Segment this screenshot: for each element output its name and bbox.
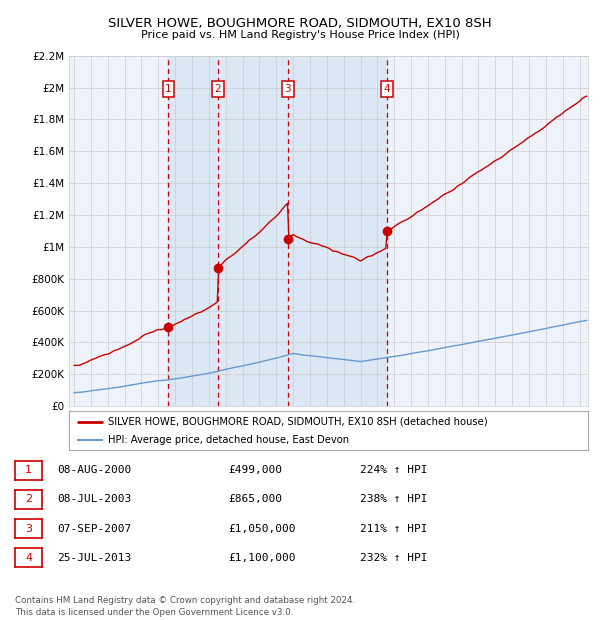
Text: 3: 3 <box>25 523 32 534</box>
Text: 211% ↑ HPI: 211% ↑ HPI <box>360 523 427 534</box>
Text: 2: 2 <box>214 84 221 94</box>
Text: 1: 1 <box>165 84 172 94</box>
Text: £865,000: £865,000 <box>228 494 282 505</box>
Text: 4: 4 <box>383 84 390 94</box>
Text: 224% ↑ HPI: 224% ↑ HPI <box>360 465 427 476</box>
Text: £1,050,000: £1,050,000 <box>228 523 296 534</box>
Text: 3: 3 <box>284 84 291 94</box>
Text: Contains HM Land Registry data © Crown copyright and database right 2024.
This d: Contains HM Land Registry data © Crown c… <box>15 596 355 617</box>
Text: 2: 2 <box>25 494 32 505</box>
Text: £499,000: £499,000 <box>228 465 282 476</box>
Text: 1: 1 <box>25 465 32 476</box>
Text: 08-JUL-2003: 08-JUL-2003 <box>57 494 131 505</box>
Text: 25-JUL-2013: 25-JUL-2013 <box>57 552 131 563</box>
Text: 08-AUG-2000: 08-AUG-2000 <box>57 465 131 476</box>
Text: 238% ↑ HPI: 238% ↑ HPI <box>360 494 427 505</box>
Bar <box>169 56 387 406</box>
Text: SILVER HOWE, BOUGHMORE ROAD, SIDMOUTH, EX10 8SH (detached house): SILVER HOWE, BOUGHMORE ROAD, SIDMOUTH, E… <box>108 417 488 427</box>
Text: HPI: Average price, detached house, East Devon: HPI: Average price, detached house, East… <box>108 435 349 445</box>
Text: Price paid vs. HM Land Registry's House Price Index (HPI): Price paid vs. HM Land Registry's House … <box>140 30 460 40</box>
Text: 232% ↑ HPI: 232% ↑ HPI <box>360 552 427 563</box>
Text: SILVER HOWE, BOUGHMORE ROAD, SIDMOUTH, EX10 8SH: SILVER HOWE, BOUGHMORE ROAD, SIDMOUTH, E… <box>108 17 492 30</box>
Text: £1,100,000: £1,100,000 <box>228 552 296 563</box>
Text: 07-SEP-2007: 07-SEP-2007 <box>57 523 131 534</box>
Text: 4: 4 <box>25 552 32 563</box>
